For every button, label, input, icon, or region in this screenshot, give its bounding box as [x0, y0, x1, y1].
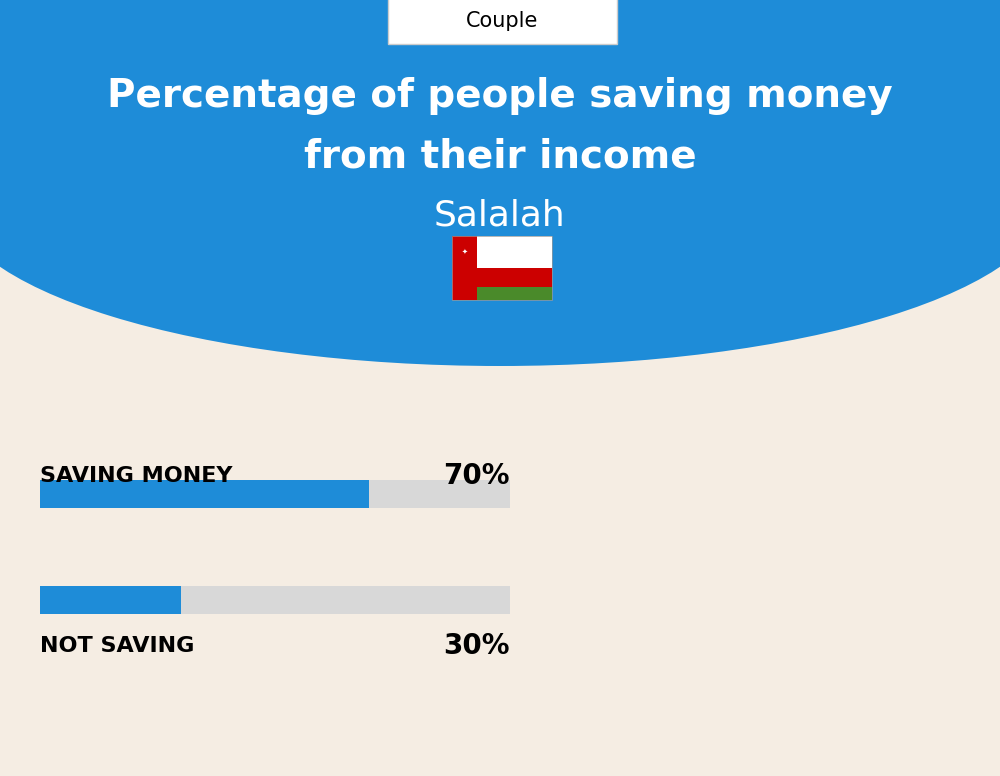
Text: 30%: 30%: [444, 632, 510, 660]
Bar: [452, 236, 552, 300]
Bar: [477, 236, 552, 268]
Text: Couple: Couple: [466, 11, 539, 31]
Bar: [477, 268, 552, 287]
Text: NOT SAVING: NOT SAVING: [40, 636, 194, 656]
Text: Percentage of people saving money: Percentage of people saving money: [107, 77, 893, 115]
Bar: [40, 480, 369, 508]
Text: 70%: 70%: [444, 462, 510, 490]
Bar: [40, 586, 181, 614]
Text: SAVING MONEY: SAVING MONEY: [40, 466, 232, 486]
Text: Salalah: Salalah: [434, 199, 566, 233]
FancyBboxPatch shape: [388, 0, 617, 44]
Ellipse shape: [0, 26, 1000, 366]
Text: ✦: ✦: [462, 249, 467, 255]
Bar: [477, 287, 552, 300]
Bar: [0, 0, 1000, 196]
Bar: [40, 586, 510, 614]
Bar: [452, 236, 477, 300]
Bar: [40, 480, 510, 508]
Text: from their income: from their income: [304, 137, 696, 175]
